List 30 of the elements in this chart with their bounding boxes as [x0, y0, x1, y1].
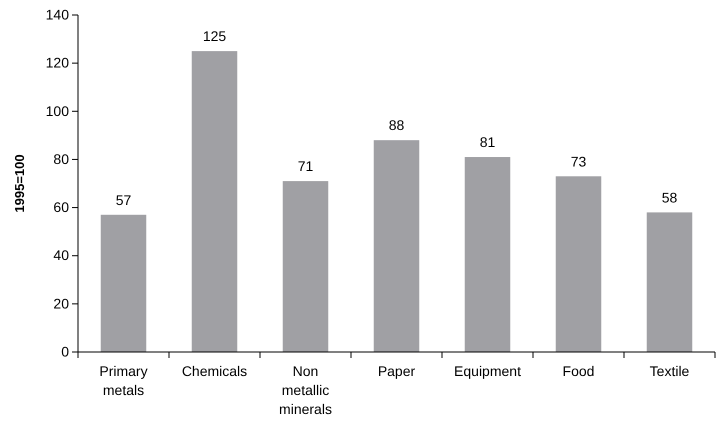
bar	[374, 140, 420, 352]
data-label: 81	[480, 134, 496, 150]
bar	[192, 51, 238, 352]
bar	[100, 214, 146, 352]
y-tick-label: 0	[61, 343, 70, 360]
y-tick-label: 60	[53, 199, 70, 216]
bar	[464, 157, 510, 352]
data-label: 73	[570, 153, 586, 170]
bar	[556, 176, 602, 352]
data-label: 57	[116, 192, 132, 208]
y-tick-label: 120	[46, 54, 70, 71]
x-tick-label: Non metallic minerals	[279, 363, 332, 417]
y-tick-label: 100	[46, 102, 70, 119]
bar	[646, 212, 692, 352]
bar	[282, 181, 328, 352]
y-tick-label: 20	[53, 295, 70, 312]
y-axis-title: 1995=100	[12, 154, 27, 213]
x-tick-label: Paper	[378, 363, 416, 379]
x-tick-label: Chemicals	[182, 363, 248, 379]
y-tick-label: 140	[46, 6, 70, 22]
data-label: 88	[388, 117, 404, 134]
x-tick-label: Equipment	[454, 363, 522, 379]
data-label: 58	[662, 189, 678, 206]
data-label: 71	[298, 158, 314, 174]
data-label: 125	[202, 28, 226, 44]
x-tick-label: Food	[562, 363, 594, 379]
x-tick-label: Textile	[650, 363, 690, 379]
x-tick-label: Primary metals	[99, 363, 148, 398]
y-tick-label: 80	[53, 150, 70, 167]
y-tick-label: 40	[53, 247, 70, 264]
